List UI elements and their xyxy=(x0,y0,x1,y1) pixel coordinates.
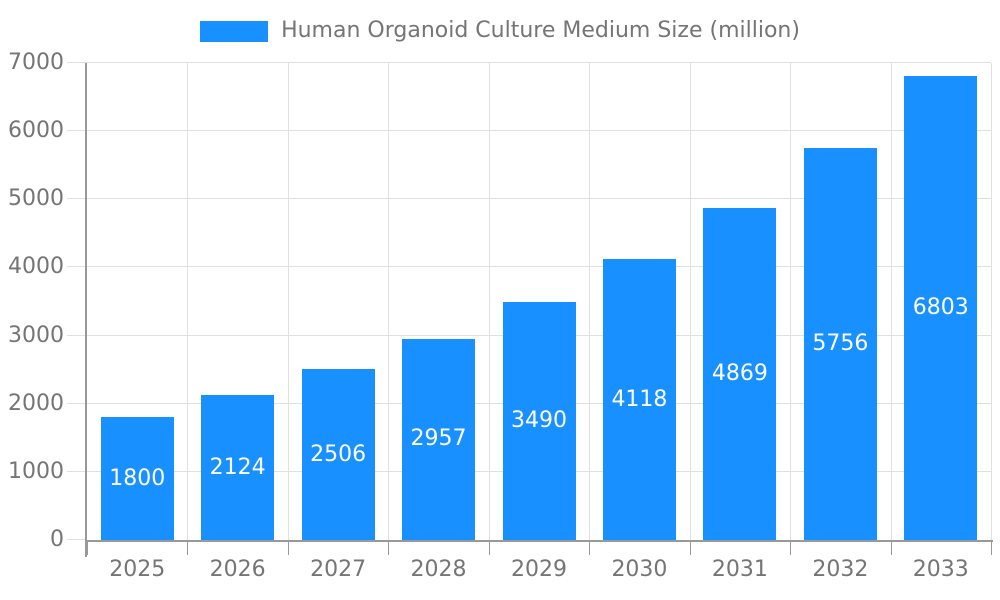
x-axis-tick xyxy=(890,542,892,555)
y-axis-label: 1000 xyxy=(8,458,64,484)
legend-label[interactable]: Human Organoid Culture Medium Size (mill… xyxy=(281,18,800,43)
y-axis-label: 0 xyxy=(50,527,64,552)
x-axis-tick xyxy=(187,542,189,555)
y-axis-label: 2000 xyxy=(8,390,64,416)
y-axis-label: 7000 xyxy=(8,50,64,75)
x-axis-label: 2027 xyxy=(310,557,367,582)
x-axis-tick xyxy=(488,542,490,555)
bar-value-label: 6803 xyxy=(912,295,969,321)
bar-value-label: 2506 xyxy=(310,441,367,467)
x-axis-tick xyxy=(589,542,591,555)
bar-value-label: 1800 xyxy=(109,465,166,491)
gridline-horizontal xyxy=(87,266,991,268)
x-axis-tick xyxy=(388,542,390,555)
x-axis-label: 2032 xyxy=(812,557,869,582)
chart-legend[interactable]: Human Organoid Culture Medium Size (mill… xyxy=(0,20,1000,42)
x-axis-tick xyxy=(287,542,289,555)
y-axis-tick xyxy=(67,539,87,540)
gridline-horizontal xyxy=(87,198,991,200)
bar[interactable] xyxy=(201,395,275,540)
gridline-horizontal xyxy=(87,130,991,132)
bar[interactable] xyxy=(100,417,174,540)
x-axis-label: 2028 xyxy=(410,557,467,582)
y-axis-label: 4000 xyxy=(8,254,64,280)
y-axis-tick xyxy=(67,266,87,268)
bar-value-label: 4118 xyxy=(611,386,668,412)
x-axis-label: 2025 xyxy=(109,557,166,582)
gridline-vertical xyxy=(187,63,189,540)
legend-swatch[interactable] xyxy=(200,20,269,42)
x-axis-label: 2030 xyxy=(611,557,668,582)
x-axis-label: 2031 xyxy=(711,557,768,582)
gridline-vertical xyxy=(287,63,289,540)
x-axis-tick xyxy=(87,542,88,555)
bar[interactable] xyxy=(602,259,676,540)
bar[interactable] xyxy=(402,338,476,540)
bar[interactable] xyxy=(803,147,877,540)
bar-value-label: 3490 xyxy=(511,408,567,434)
x-axis-tick xyxy=(790,542,792,555)
gridline-vertical xyxy=(388,63,390,540)
y-axis-tick xyxy=(67,62,87,63)
bar-value-label: 2957 xyxy=(410,426,467,452)
x-axis-tick xyxy=(689,542,691,555)
bar[interactable] xyxy=(502,302,576,540)
y-axis-label: 6000 xyxy=(8,118,64,144)
gridline-vertical xyxy=(991,63,992,540)
gridline-horizontal xyxy=(87,62,991,63)
y-axis-tick xyxy=(67,402,87,404)
y-axis-tick xyxy=(67,470,87,472)
x-axis-line xyxy=(85,540,993,542)
x-axis-label: 2026 xyxy=(209,557,266,582)
bar-value-label: 2124 xyxy=(209,454,266,480)
bar[interactable] xyxy=(301,369,375,540)
y-axis-label: 3000 xyxy=(8,322,64,348)
x-axis-label: 2033 xyxy=(912,557,969,582)
y-axis-tick xyxy=(67,130,87,132)
bar-value-label: 5756 xyxy=(812,330,869,356)
bar-value-label: 4869 xyxy=(711,361,768,387)
gridline-vertical xyxy=(689,63,691,540)
y-axis-tick xyxy=(67,198,87,200)
x-axis-label: 2029 xyxy=(511,557,567,582)
y-axis-tick xyxy=(67,334,87,336)
gridline-vertical xyxy=(488,63,490,540)
gridline-vertical xyxy=(790,63,792,540)
y-axis-line xyxy=(85,63,87,557)
gridline-vertical xyxy=(589,63,591,540)
bar[interactable] xyxy=(904,76,978,540)
gridline-vertical xyxy=(890,63,892,540)
y-axis-label: 5000 xyxy=(8,186,64,212)
x-axis-tick xyxy=(991,542,992,555)
bar[interactable] xyxy=(703,208,777,540)
